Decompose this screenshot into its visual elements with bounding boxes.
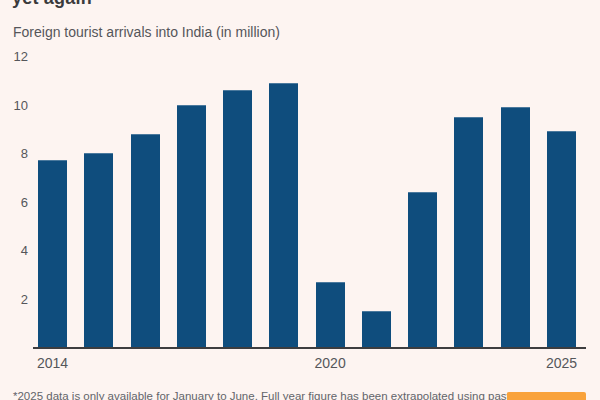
bar-2024 <box>501 107 530 347</box>
bar-2020 <box>316 282 345 347</box>
chart-footnote: *2025 data is only available for January… <box>13 389 510 400</box>
y-axis-tick-label: 2 <box>0 292 28 308</box>
x-axis-line <box>33 347 586 349</box>
bar-2014 <box>38 160 67 347</box>
x-axis-tick-label-2014: 2014 <box>31 355 75 372</box>
y-axis-tick-label: 4 <box>0 243 28 259</box>
x-axis-tick-label-2025: 2025 <box>539 355 583 372</box>
bar-2016 <box>131 134 160 347</box>
bar-chart-plot: 2 4 6 8 10 12 2014 2020 2025 <box>0 0 600 400</box>
chart-screenshot: yet again Foreign tourist arrivals into … <box>0 0 600 400</box>
bar-2019 <box>269 83 298 347</box>
x-axis-tick-label-2020: 2020 <box>308 355 352 372</box>
brand-logo-badge <box>507 392 586 400</box>
bar-2021 <box>362 311 391 347</box>
bar-2022 <box>408 192 437 347</box>
y-axis-tick-label: 12 <box>0 49 28 65</box>
bar-2018 <box>223 90 252 347</box>
y-axis-tick-label: 10 <box>0 98 28 114</box>
y-axis-tick-label: 6 <box>0 195 28 211</box>
y-axis-tick-label: 8 <box>0 146 28 162</box>
bar-2017 <box>177 105 206 348</box>
bar-2025 <box>547 131 576 347</box>
bar-2023 <box>454 117 483 347</box>
bar-2015 <box>84 153 113 347</box>
